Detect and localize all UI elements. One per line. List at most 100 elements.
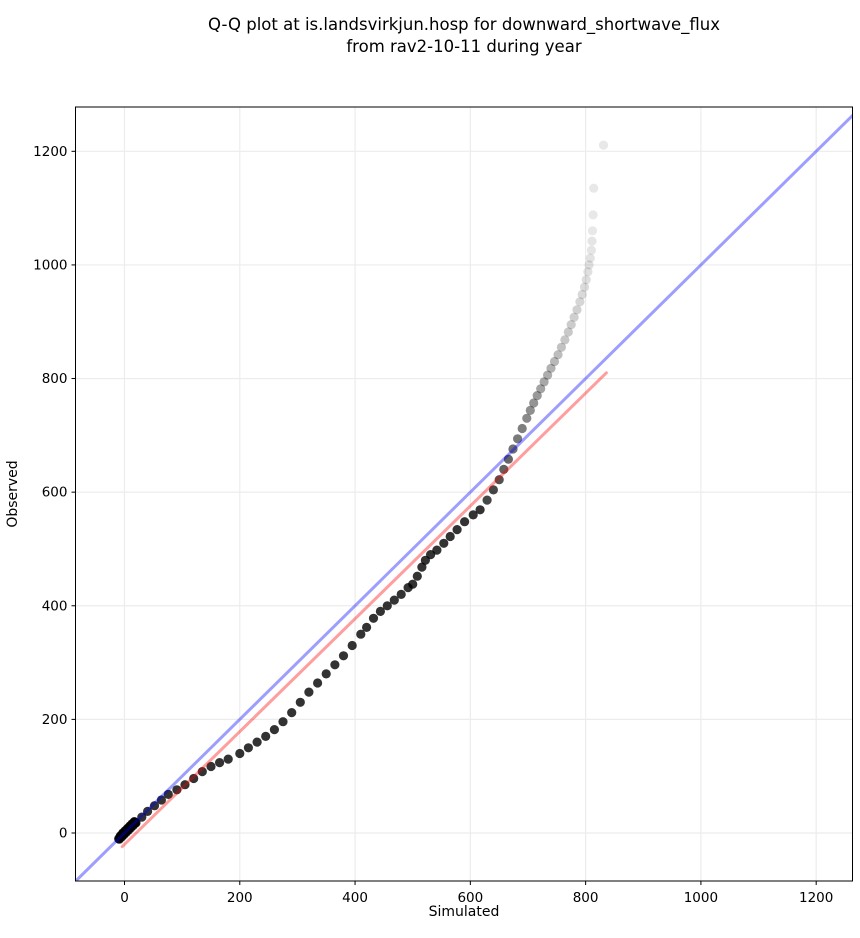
scatter-point xyxy=(313,678,323,688)
scatter-point xyxy=(584,260,594,270)
scatter-point xyxy=(543,370,553,380)
identity-line xyxy=(75,114,853,881)
scatter-point xyxy=(382,601,392,611)
scatter-point xyxy=(180,780,190,790)
scatter-point xyxy=(137,812,147,822)
scatter-point xyxy=(499,464,509,474)
scatter-point xyxy=(223,754,233,764)
scatter-point xyxy=(432,545,442,555)
scatter-point xyxy=(408,579,418,589)
scatter-point xyxy=(556,342,567,352)
x-tick-label: 1200 xyxy=(799,890,833,906)
plot-title-line1: Q-Q plot at is.landsvirkjun.hosp for dow… xyxy=(208,15,720,35)
scatter-point xyxy=(278,717,288,727)
scatter-point xyxy=(553,350,563,360)
scatter-point xyxy=(252,737,262,747)
scatter-point xyxy=(131,818,141,828)
scatter-point xyxy=(439,538,449,548)
scatter-point xyxy=(321,669,331,679)
scatter-point xyxy=(261,731,271,742)
y-tick-label: 0 xyxy=(59,825,68,841)
scatter-point xyxy=(546,363,556,373)
scatter-point xyxy=(560,335,570,345)
scatter-point xyxy=(577,289,587,300)
scatter-point xyxy=(368,613,379,623)
x-tick-label: 1000 xyxy=(684,890,718,906)
scatter-point xyxy=(598,140,609,150)
scatter-point xyxy=(539,377,549,387)
y-tick-label: 600 xyxy=(42,485,68,501)
scatter-layer xyxy=(114,140,609,844)
scatter-point xyxy=(488,485,498,495)
scatter-point xyxy=(156,795,166,805)
scatter-point xyxy=(304,687,314,697)
scatter-point xyxy=(452,525,462,535)
scatter-point xyxy=(295,697,305,707)
grid-layer xyxy=(75,107,853,881)
x-tick-label: 0 xyxy=(120,890,129,906)
scatter-point xyxy=(586,245,597,255)
fit-line xyxy=(120,371,608,849)
scatter-point xyxy=(517,423,527,434)
ticks-layer: 0 200 400 600 800 1000 1200 0 200 400 600 800 1000 12… xyxy=(33,144,833,906)
scatter-point xyxy=(572,305,582,315)
x-tick-label: 800 xyxy=(573,890,599,906)
scatter-point xyxy=(583,267,593,277)
x-tick-label: 400 xyxy=(342,890,368,906)
scatter-point xyxy=(585,253,595,263)
y-tick-label: 1200 xyxy=(33,144,67,160)
plot-title-line2: from rav2-10-11 during year xyxy=(346,37,581,56)
scatter-point xyxy=(330,660,340,670)
scatter-point xyxy=(529,398,539,408)
scatter-point xyxy=(475,505,485,515)
scatter-point xyxy=(375,606,385,617)
scatter-point xyxy=(549,356,560,367)
scatter-point xyxy=(347,640,357,651)
scatter-point xyxy=(468,510,478,520)
scatter-point xyxy=(508,444,518,454)
scatter-point xyxy=(356,629,366,639)
scatter-point xyxy=(575,297,585,307)
scatter-point xyxy=(589,183,599,193)
y-tick-label: 800 xyxy=(42,371,68,387)
scatter-point xyxy=(362,622,372,633)
scatter-point xyxy=(206,761,216,772)
lines-layer xyxy=(75,114,853,881)
scatter-point xyxy=(189,773,199,784)
scatter-point xyxy=(235,748,245,759)
scatter-point xyxy=(482,495,492,505)
y-tick-label: 400 xyxy=(42,598,68,614)
scatter-point xyxy=(587,236,597,246)
scatter-point xyxy=(269,725,279,735)
scatter-point xyxy=(569,312,579,322)
scatter-point xyxy=(581,275,591,285)
x-tick-label: 200 xyxy=(227,890,253,906)
scatter-point xyxy=(389,595,399,605)
scatter-point xyxy=(417,562,427,572)
scatter-point xyxy=(149,801,160,811)
scatter-point xyxy=(215,758,225,768)
scatter-point xyxy=(197,767,207,777)
y-tick-label: 1000 xyxy=(33,257,67,273)
scatter-point xyxy=(460,517,470,527)
scatter-point xyxy=(563,327,573,337)
scatter-point xyxy=(522,413,532,423)
scatter-point xyxy=(338,651,349,661)
scatter-point xyxy=(587,226,598,236)
scatter-point xyxy=(513,434,523,444)
scatter-point xyxy=(536,384,546,394)
scatter-point xyxy=(525,405,535,415)
scatter-point xyxy=(172,785,182,795)
scatter-point xyxy=(503,454,513,464)
x-tick-label: 600 xyxy=(457,890,483,906)
scatter-point xyxy=(396,589,406,600)
y-tick-label: 200 xyxy=(42,712,68,728)
scatter-point xyxy=(163,789,173,800)
scatter-point xyxy=(588,210,598,220)
scatter-point xyxy=(566,320,576,330)
x-axis-label: Simulated xyxy=(429,904,500,920)
scatter-point xyxy=(412,571,422,581)
plot-border xyxy=(75,106,853,882)
